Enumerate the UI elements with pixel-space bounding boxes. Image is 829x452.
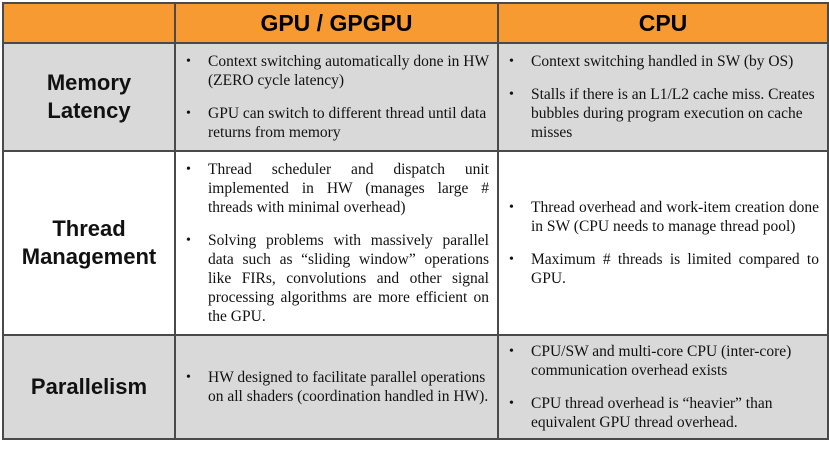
gpu-points: • Thread scheduler and dispatch unit impl… [176, 154, 497, 332]
point-text: Solving problems with massively parallel… [208, 232, 489, 325]
bullet-icon: • [186, 162, 191, 177]
list-item: • CPU thread overhead is “heavier” than e… [499, 394, 819, 432]
list-item: • Stalls if there is an L1/L2 cache miss.… [499, 85, 819, 142]
row-label-line: Parallelism [30, 374, 148, 399]
list-item: • Context switching automatically done in… [176, 52, 489, 90]
point-text: GPU can switch to different thread until… [208, 105, 487, 141]
bullet-icon: • [509, 54, 514, 69]
point-text: HW designed to facilitate parallel opera… [208, 369, 489, 405]
point-text: Stalls if there is an L1/L2 cache miss. … [531, 86, 815, 141]
cpu-points: • CPU/SW and multi-core CPU (inter-core) … [499, 336, 827, 438]
cpu-cell-thread-management: • Thread overhead and work-item creation … [497, 150, 829, 336]
list-item: • GPU can switch to different thread unti… [176, 104, 489, 142]
row-label-memory-latency: Memory Latency [2, 42, 176, 152]
header-row: GPU / GPGPU CPU [2, 2, 829, 44]
gpu-points: • Context switching automatically done in… [176, 46, 497, 148]
list-item: • CPU/SW and multi-core CPU (inter-core) … [499, 342, 819, 380]
bullet-icon: • [509, 396, 514, 411]
cpu-points: • Context switching handled in SW (by OS)… [499, 46, 827, 148]
bullet-icon: • [186, 233, 191, 248]
list-item: • Maximum # threads is limited compared t… [499, 250, 819, 288]
header-cpu: CPU [497, 2, 829, 44]
row-parallelism: Parallelism • HW designed to facilitate p… [2, 334, 829, 440]
list-item: • Context switching handled in SW (by OS) [499, 52, 819, 71]
bullet-icon: • [509, 87, 514, 102]
list-item: • Thread overhead and work-item creation … [499, 198, 819, 236]
gpu-cell-thread-management: • Thread scheduler and dispatch unit impl… [174, 150, 499, 336]
list-item: • Thread scheduler and dispatch unit impl… [176, 160, 489, 217]
point-text: CPU thread overhead is “heavier” than eq… [531, 395, 773, 431]
point-text: Maximum # threads is limited compared to… [531, 251, 819, 287]
cpu-cell-parallelism: • CPU/SW and multi-core CPU (inter-core) … [497, 334, 829, 440]
cpu-points: • Thread overhead and work-item creation … [499, 192, 827, 294]
row-label-line: Management [21, 244, 157, 269]
row-label-line: Memory [46, 70, 132, 95]
row-thread-management: Thread Management • Thread scheduler and … [2, 150, 829, 336]
point-text: Context switching automatically done in … [208, 53, 489, 89]
bullet-icon: • [509, 252, 514, 267]
point-text: Thread overhead and work-item creation d… [531, 199, 819, 235]
row-label-line: Thread [52, 216, 126, 241]
bullet-icon: • [186, 106, 191, 121]
comparison-table: GPU / GPGPU CPU Memory Latency • Context … [2, 2, 829, 440]
gpu-points: • HW designed to facilitate parallel oper… [176, 362, 497, 412]
point-text: Thread scheduler and dispatch unit imple… [208, 161, 489, 216]
point-text: Context switching handled in SW (by OS) [531, 53, 794, 70]
cpu-cell-memory-latency: • Context switching handled in SW (by OS)… [497, 42, 829, 152]
bullet-icon: • [186, 370, 191, 385]
list-item: • Solving problems with massively paralle… [176, 231, 489, 326]
bullet-icon: • [509, 344, 514, 359]
header-corner [2, 2, 176, 44]
point-text: CPU/SW and multi-core CPU (inter-core) c… [531, 343, 792, 379]
header-gpu: GPU / GPGPU [174, 2, 499, 44]
row-memory-latency: Memory Latency • Context switching automa… [2, 42, 829, 152]
gpu-cell-parallelism: • HW designed to facilitate parallel oper… [174, 334, 499, 440]
list-item: • HW designed to facilitate parallel oper… [176, 368, 489, 406]
bullet-icon: • [509, 200, 514, 215]
row-label-line: Latency [47, 98, 131, 123]
row-label-parallelism: Parallelism [2, 334, 176, 440]
row-label-thread-management: Thread Management [2, 150, 176, 336]
gpu-cell-memory-latency: • Context switching automatically done in… [174, 42, 499, 152]
bullet-icon: • [186, 54, 191, 69]
